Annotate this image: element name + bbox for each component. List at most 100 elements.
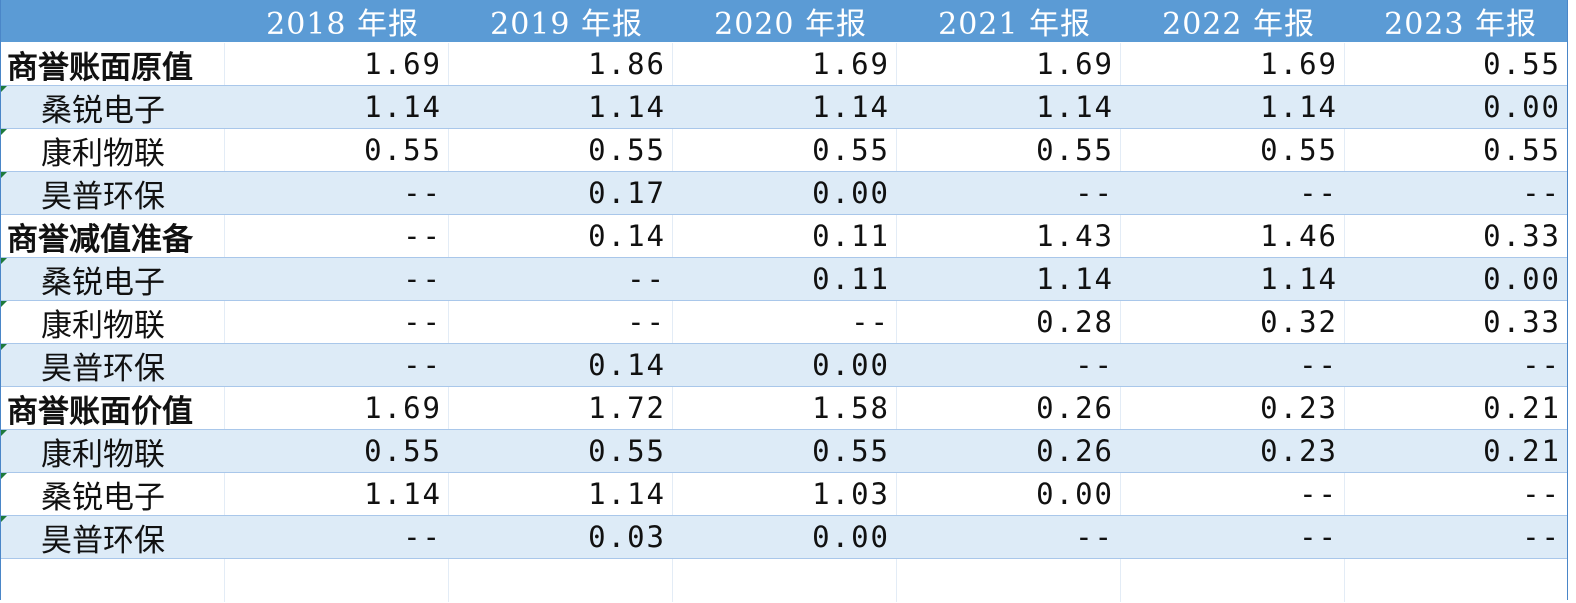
value-cell[interactable]: 0.14: [449, 215, 673, 257]
value-cell[interactable]: 0.21: [1483, 391, 1561, 425]
value-cell[interactable]: 1.14: [1121, 86, 1345, 128]
value-cell[interactable]: 1.69: [225, 387, 449, 429]
value-cell[interactable]: --: [673, 301, 897, 343]
value-cell[interactable]: 1.69: [1121, 43, 1345, 85]
value-cell[interactable]: 0.00: [897, 473, 1121, 515]
value-cell[interactable]: --: [449, 258, 673, 300]
value-cell[interactable]: 0.11: [673, 258, 897, 300]
value-cell[interactable]: --: [225, 301, 449, 343]
row-label-cell[interactable]: 昊普环保: [1, 172, 225, 214]
value-cell[interactable]: --: [225, 215, 449, 257]
value-cell[interactable]: 1.14: [449, 473, 673, 515]
value-cell[interactable]: 0.00: [673, 344, 897, 386]
value-cell[interactable]: 0.23: [1121, 387, 1345, 429]
value-cell[interactable]: --: [1522, 520, 1561, 554]
header-2021[interactable]: 2021 年报: [938, 7, 1091, 42]
row-label-cell[interactable]: 商誉减值准备: [1, 215, 225, 257]
value-cell[interactable]: 1.69: [225, 43, 449, 85]
value-cell[interactable]: 0.55: [1483, 133, 1561, 167]
header-2019[interactable]: 2019 年报: [490, 7, 643, 42]
value-cell[interactable]: 0.55: [225, 430, 449, 472]
header-2020[interactable]: 2020 年报: [714, 7, 867, 42]
value-cell[interactable]: --: [1522, 477, 1561, 511]
value-cell[interactable]: --: [1121, 516, 1345, 558]
value-cell[interactable]: 1.43: [897, 215, 1121, 257]
value-cell[interactable]: 1.14: [897, 86, 1121, 128]
value-cell[interactable]: 0.00: [673, 516, 897, 558]
value-cell[interactable]: 0.14: [449, 344, 673, 386]
row-label-cell[interactable]: 昊普环保: [1, 344, 225, 386]
header-2023[interactable]: 2023 年报: [1384, 7, 1537, 42]
value-cell[interactable]: 0.55: [449, 430, 673, 472]
value-cell[interactable]: --: [1121, 344, 1345, 386]
empty-cell[interactable]: [225, 559, 449, 602]
value-cell[interactable]: --: [225, 172, 449, 214]
value-cell[interactable]: 0.28: [897, 301, 1121, 343]
empty-cell[interactable]: [897, 559, 1121, 602]
value-cell[interactable]: 1.14: [673, 86, 897, 128]
value-cell[interactable]: 0.17: [449, 172, 673, 214]
row-label-cell[interactable]: 桑锐电子: [1, 86, 225, 128]
header-2022[interactable]: 2022 年报: [1162, 7, 1315, 42]
table-row: 昊普环保 -- 0.03 0.00 -- -- --: [1, 516, 1567, 559]
value-cell[interactable]: --: [897, 172, 1121, 214]
empty-cell[interactable]: [1345, 559, 1567, 602]
value-cell[interactable]: 0.55: [225, 129, 449, 171]
row-label-cell[interactable]: 康利物联: [1, 430, 225, 472]
value-cell[interactable]: --: [225, 258, 449, 300]
value-cell[interactable]: 0.33: [1483, 305, 1561, 339]
value-cell[interactable]: 1.69: [673, 43, 897, 85]
value-cell[interactable]: 1.14: [897, 258, 1121, 300]
empty-cell[interactable]: [1121, 559, 1345, 602]
value-cell[interactable]: 0.23: [1121, 430, 1345, 472]
value-cell[interactable]: 1.46: [1121, 215, 1345, 257]
row-label-cell[interactable]: 桑锐电子: [1, 258, 225, 300]
value-cell[interactable]: 0.55: [673, 129, 897, 171]
value-cell[interactable]: 0.32: [1121, 301, 1345, 343]
value-cell[interactable]: 0.55: [1483, 47, 1561, 81]
value-cell[interactable]: 1.69: [897, 43, 1121, 85]
value-cell[interactable]: 1.72: [449, 387, 673, 429]
value-cell[interactable]: 0.03: [449, 516, 673, 558]
value-cell[interactable]: 0.55: [897, 129, 1121, 171]
value-cell[interactable]: 0.21: [1483, 434, 1561, 468]
row-label-cell[interactable]: 桑锐电子: [1, 473, 225, 515]
value-cell[interactable]: 1.86: [449, 43, 673, 85]
value-cell[interactable]: --: [1121, 473, 1345, 515]
row-label-cell[interactable]: 康利物联: [1, 301, 225, 343]
empty-cell[interactable]: [1, 559, 225, 602]
value-cell[interactable]: 0.00: [673, 172, 897, 214]
value-cell[interactable]: --: [449, 301, 673, 343]
value-cell[interactable]: 1.14: [449, 86, 673, 128]
value-cell[interactable]: 0.00: [1483, 262, 1561, 296]
value-cell[interactable]: 0.26: [897, 387, 1121, 429]
value-cell[interactable]: 0.11: [673, 215, 897, 257]
value-cell[interactable]: --: [225, 516, 449, 558]
value-cell[interactable]: --: [1522, 176, 1561, 210]
value-cell[interactable]: 0.55: [673, 430, 897, 472]
empty-cell[interactable]: [673, 559, 897, 602]
value-cell[interactable]: --: [1522, 348, 1561, 382]
value-cell[interactable]: --: [1121, 172, 1345, 214]
header-2018[interactable]: 2018 年报: [266, 7, 419, 42]
value-cell[interactable]: --: [897, 516, 1121, 558]
value-cell[interactable]: 0.26: [897, 430, 1121, 472]
value-cell[interactable]: --: [225, 344, 449, 386]
row-label-cell[interactable]: 商誉账面价值: [1, 387, 225, 429]
row-label-cell[interactable]: 昊普环保: [1, 516, 225, 558]
row-label-cell[interactable]: 商誉账面原值: [1, 43, 225, 85]
value-cell[interactable]: 1.14: [225, 473, 449, 515]
value-cell[interactable]: 1.58: [673, 387, 897, 429]
value-cell[interactable]: 1.03: [673, 473, 897, 515]
value-cell[interactable]: 0.00: [1483, 90, 1561, 124]
value-cell[interactable]: 1.14: [1121, 258, 1345, 300]
value-cell[interactable]: 1.14: [225, 86, 449, 128]
empty-cell[interactable]: [449, 559, 673, 602]
subitem-label: 昊普环保: [41, 178, 165, 215]
header-corner-cell[interactable]: [1, 0, 225, 42]
value-cell[interactable]: 0.33: [1483, 219, 1561, 253]
value-cell[interactable]: 0.55: [1121, 129, 1345, 171]
value-cell[interactable]: --: [897, 344, 1121, 386]
value-cell[interactable]: 0.55: [449, 129, 673, 171]
row-label-cell[interactable]: 康利物联: [1, 129, 225, 171]
